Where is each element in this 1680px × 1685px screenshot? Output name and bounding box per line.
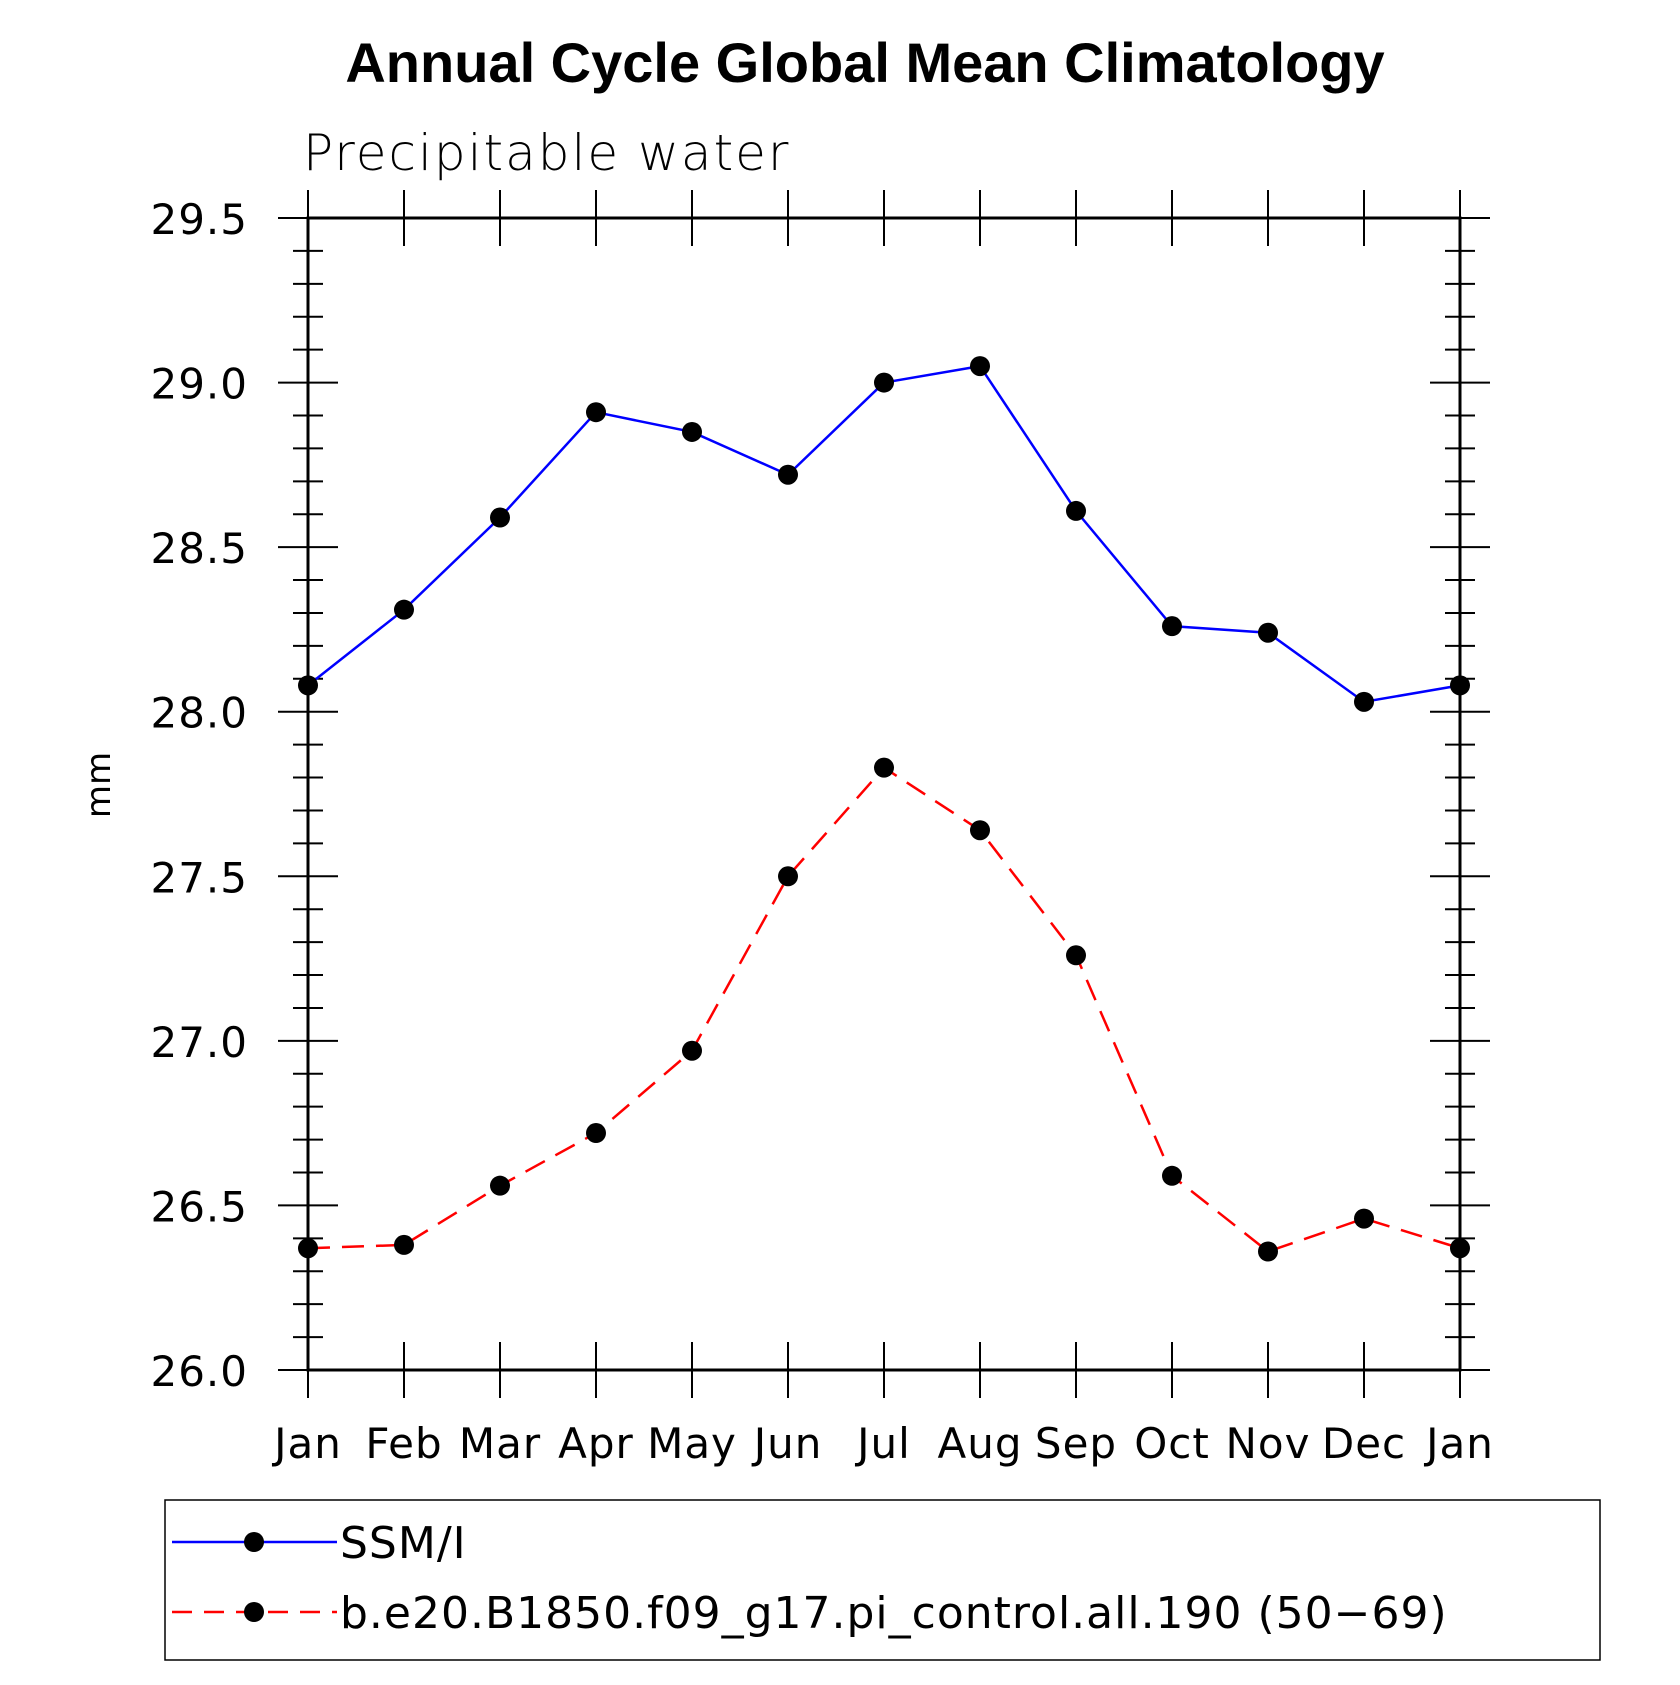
series-2-point	[1162, 1165, 1182, 1186]
y-tick-label: 28.5	[150, 524, 248, 573]
legend-box	[164, 1499, 1601, 1661]
series-2-point	[586, 1123, 606, 1144]
series-1-point	[970, 356, 990, 377]
y-tick-label: 26.0	[150, 1347, 248, 1396]
x-tick-label: Jun	[751, 1419, 823, 1468]
x-tick-label: Dec	[1322, 1419, 1406, 1468]
series-1-point	[298, 675, 318, 696]
legend-label-1: SSM/I	[340, 1518, 467, 1569]
y-axis-label: mm	[79, 752, 119, 818]
chart-subtitle: Precipitable water	[303, 124, 791, 182]
x-tick-label: Jan	[1423, 1419, 1494, 1468]
series-2-point	[778, 866, 798, 887]
series-2-point	[1258, 1241, 1278, 1262]
series-1-point	[1066, 500, 1086, 521]
x-tick-label: Nov	[1226, 1419, 1311, 1468]
series-1-point	[394, 599, 414, 620]
series-2-point	[394, 1234, 414, 1255]
y-tick-label: 29.0	[150, 360, 248, 409]
series-2-point	[1354, 1208, 1374, 1229]
series-1-point	[586, 402, 606, 423]
series-1-point	[1354, 691, 1374, 712]
x-tick-label: Jul	[854, 1419, 911, 1468]
series-2-point	[1066, 945, 1086, 966]
series-2-point	[490, 1175, 510, 1196]
y-tick-label: 27.0	[150, 1018, 248, 1067]
legend: SSM/I b.e20.B1850.f09_g17.pi_control.all.…	[164, 1499, 1601, 1661]
x-tick-label: Apr	[558, 1419, 634, 1468]
x-tick-label: May	[647, 1419, 737, 1468]
series-1-point	[1258, 622, 1278, 643]
x-tick-label: Feb	[365, 1419, 442, 1468]
series-2-point	[970, 820, 990, 841]
series-1-point	[1450, 675, 1470, 696]
series-2-point	[874, 757, 894, 778]
y-tick-label: 28.0	[150, 689, 248, 738]
series-2-point	[298, 1238, 318, 1259]
legend-marker-2	[244, 1602, 264, 1622]
series-1-point	[682, 421, 702, 442]
series-2-point	[1450, 1238, 1470, 1259]
y-tick-label: 27.5	[150, 853, 248, 902]
plot-layer: 26.0 26.5 27.0 27.5 28.0 28.5 29.0 29.5 Jan Feb Ma…	[150, 190, 1493, 1468]
series-line-2	[307, 766, 1461, 1253]
series-1-point	[1162, 616, 1182, 637]
chart-title: Annual Cycle Global Mean Climatology	[345, 31, 1384, 94]
y-tick-label: 26.5	[150, 1182, 248, 1231]
series-line-1	[307, 364, 1461, 704]
series-1-point	[490, 507, 510, 528]
series-2-point	[682, 1040, 702, 1061]
y-tick-label: 29.5	[150, 195, 248, 244]
series-1-point	[778, 464, 798, 485]
x-tick-label: Aug	[937, 1419, 1022, 1468]
legend-label-2: b.e20.B1850.f09_g17.pi_control.all.190 (…	[340, 1588, 1448, 1639]
x-tick-label: Oct	[1134, 1419, 1210, 1468]
x-tick-label: Mar	[459, 1419, 541, 1468]
series-1-point	[874, 372, 894, 393]
x-tick-label: Jan	[271, 1419, 342, 1468]
legend-marker-1	[244, 1532, 264, 1552]
x-tick-label: Sep	[1035, 1419, 1117, 1468]
